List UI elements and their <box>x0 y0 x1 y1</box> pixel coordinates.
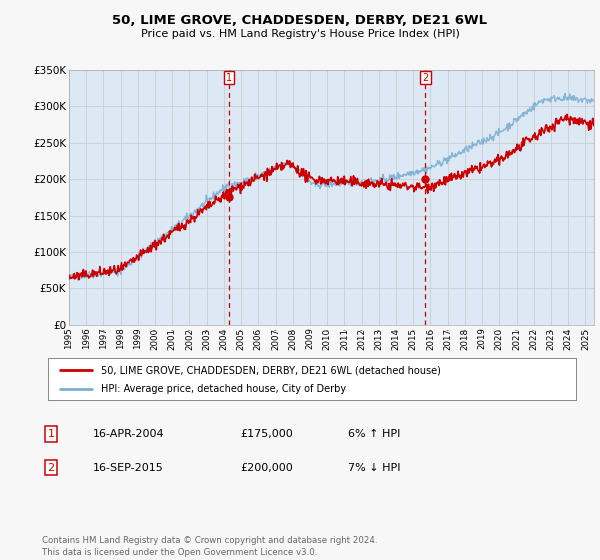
Text: 16-SEP-2015: 16-SEP-2015 <box>93 463 164 473</box>
Text: 1997: 1997 <box>99 328 108 349</box>
Text: 2009: 2009 <box>305 328 314 349</box>
Text: Contains HM Land Registry data © Crown copyright and database right 2024.
This d: Contains HM Land Registry data © Crown c… <box>42 536 377 557</box>
Text: 2024: 2024 <box>563 328 572 349</box>
Text: 2022: 2022 <box>529 328 538 349</box>
Text: 2001: 2001 <box>168 328 177 349</box>
Text: 2005: 2005 <box>236 328 245 349</box>
Text: 2007: 2007 <box>271 328 280 349</box>
Text: 2025: 2025 <box>581 328 590 349</box>
Text: 50, LIME GROVE, CHADDESDEN, DERBY, DE21 6WL (detached house): 50, LIME GROVE, CHADDESDEN, DERBY, DE21 … <box>101 365 440 375</box>
Text: 2006: 2006 <box>254 328 263 349</box>
Text: 2016: 2016 <box>426 328 435 349</box>
Text: 2002: 2002 <box>185 328 194 349</box>
Text: 2000: 2000 <box>151 328 160 349</box>
Text: 2018: 2018 <box>460 328 469 349</box>
Text: 2003: 2003 <box>202 328 211 349</box>
Text: 2017: 2017 <box>443 328 452 349</box>
Text: £200,000: £200,000 <box>240 463 293 473</box>
Text: 16-APR-2004: 16-APR-2004 <box>93 429 164 439</box>
Text: 2011: 2011 <box>340 328 349 349</box>
Text: 6% ↑ HPI: 6% ↑ HPI <box>348 429 400 439</box>
Text: 2004: 2004 <box>220 328 229 349</box>
Text: 2014: 2014 <box>392 328 401 349</box>
Text: HPI: Average price, detached house, City of Derby: HPI: Average price, detached house, City… <box>101 384 346 394</box>
Text: 1995: 1995 <box>65 328 74 349</box>
Text: £175,000: £175,000 <box>240 429 293 439</box>
Text: 50, LIME GROVE, CHADDESDEN, DERBY, DE21 6WL: 50, LIME GROVE, CHADDESDEN, DERBY, DE21 … <box>112 14 488 27</box>
Text: 7% ↓ HPI: 7% ↓ HPI <box>348 463 401 473</box>
Text: 2008: 2008 <box>288 328 297 349</box>
Text: 2010: 2010 <box>323 328 332 349</box>
Text: 2: 2 <box>422 73 428 82</box>
Text: 2020: 2020 <box>495 328 504 349</box>
Text: Price paid vs. HM Land Registry's House Price Index (HPI): Price paid vs. HM Land Registry's House … <box>140 29 460 39</box>
Text: 2021: 2021 <box>512 328 521 349</box>
Text: 1: 1 <box>47 429 55 439</box>
Text: 1998: 1998 <box>116 328 125 349</box>
Text: 2023: 2023 <box>547 328 556 349</box>
Text: 2012: 2012 <box>357 328 366 349</box>
Text: 1999: 1999 <box>133 328 142 349</box>
Text: 1996: 1996 <box>82 328 91 349</box>
Text: 2015: 2015 <box>409 328 418 349</box>
Text: 2: 2 <box>47 463 55 473</box>
Text: 2013: 2013 <box>374 328 383 349</box>
Text: 1: 1 <box>226 73 232 82</box>
Text: 2019: 2019 <box>478 328 487 349</box>
